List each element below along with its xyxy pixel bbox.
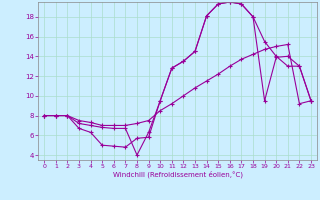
X-axis label: Windchill (Refroidissement éolien,°C): Windchill (Refroidissement éolien,°C)	[113, 171, 243, 178]
